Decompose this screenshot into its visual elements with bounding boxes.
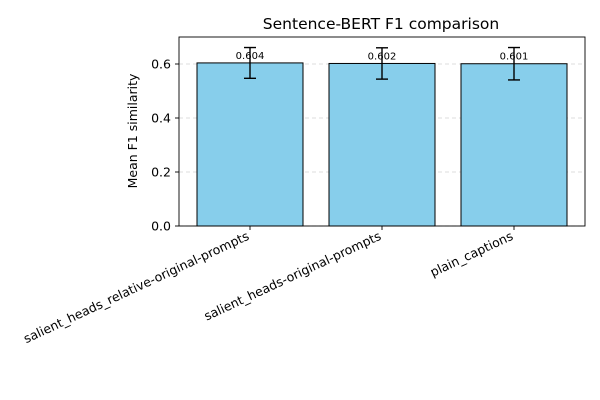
data-label: 0.601: [500, 52, 529, 63]
bar: [460, 63, 568, 227]
x-tick-label: plain_captions: [428, 228, 516, 279]
y-tick-label: 0.4: [151, 111, 171, 126]
bar: [328, 62, 436, 227]
y-axis-label: Mean F1 similarity: [125, 73, 140, 188]
y-tick-label: 0.2: [151, 165, 171, 180]
y-tick-label: 0.0: [151, 219, 171, 234]
error-bar: [244, 46, 256, 80]
chart-title: Sentence-BERT F1 comparison: [263, 15, 499, 33]
data-labels: 0.604 0.602 0.601: [236, 51, 529, 63]
x-axis-ticks: salient_heads_relative-original-promptss…: [21, 226, 515, 346]
y-axis-ticks: 0.0 0.2 0.4 0.6: [151, 57, 179, 234]
error-bar: [376, 47, 388, 80]
bars: [196, 62, 568, 227]
y-tick-label: 0.6: [151, 57, 171, 72]
bar: [196, 62, 304, 227]
x-tick-label: salient_heads_relative-original-prompts: [21, 228, 251, 346]
data-label: 0.604: [236, 51, 265, 62]
data-label: 0.602: [368, 51, 397, 62]
error-bar: [508, 46, 520, 81]
error-bars: [244, 46, 520, 81]
